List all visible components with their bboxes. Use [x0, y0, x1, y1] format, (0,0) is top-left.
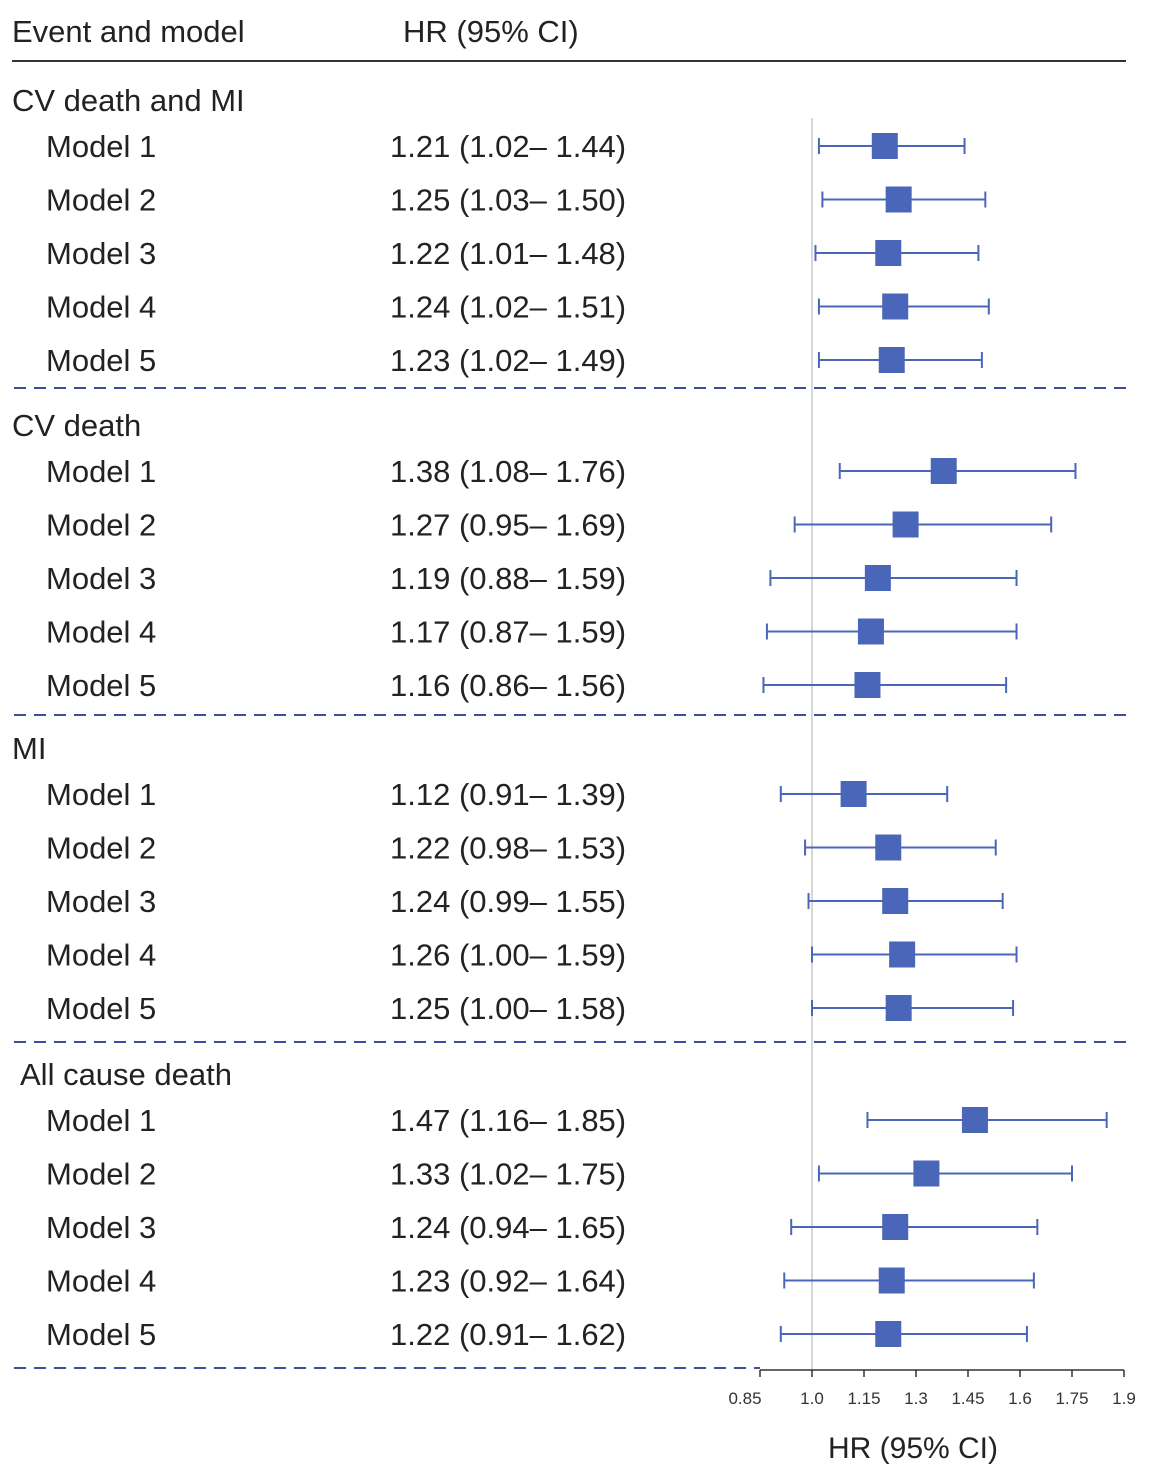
model-label: Model 2	[46, 1157, 156, 1192]
hr-point-marker	[875, 834, 902, 861]
model-label: Model 1	[46, 1103, 156, 1138]
hr-ci-text: 1.22 (0.91– 1.62)	[390, 1317, 626, 1352]
hr-point-marker	[882, 888, 909, 914]
hr-point-marker	[930, 458, 957, 484]
hr-ci-text: 1.23 (1.02– 1.49)	[390, 343, 626, 378]
hr-ci-text: 1.24 (0.99– 1.55)	[390, 884, 626, 919]
model-label: Model 3	[46, 236, 156, 271]
x-tick-label: 1.75	[1055, 1389, 1088, 1408]
hr-point-marker	[875, 240, 902, 266]
hr-ci-text: 1.33 (1.02– 1.75)	[390, 1157, 626, 1192]
model-label: Model 1	[46, 129, 156, 164]
group-label: All cause death	[20, 1057, 232, 1092]
hr-point-marker	[857, 618, 884, 645]
hr-ci-text: 1.23 (0.92– 1.64)	[390, 1264, 626, 1299]
model-label: Model 4	[46, 1264, 156, 1299]
hr-point-marker	[885, 186, 912, 213]
hr-point-marker	[878, 1267, 905, 1294]
model-label: Model 3	[46, 561, 156, 596]
model-label: Model 5	[46, 991, 156, 1026]
model-label: Model 4	[46, 290, 156, 325]
x-tick-label: 1.15	[847, 1389, 880, 1408]
model-label: Model 3	[46, 1210, 156, 1245]
hr-ci-text: 1.16 (0.86– 1.56)	[390, 668, 626, 703]
hr-ci-text: 1.12 (0.91– 1.39)	[390, 777, 626, 812]
hr-point-marker	[871, 133, 898, 159]
hr-ci-text: 1.38 (1.08– 1.76)	[390, 454, 626, 489]
x-tick-label: 1.45	[951, 1389, 984, 1408]
x-tick-label: 1.3	[904, 1389, 928, 1408]
hr-point-marker	[913, 1160, 940, 1187]
model-label: Model 4	[46, 615, 156, 650]
hr-point-marker	[889, 941, 916, 968]
hr-point-marker	[882, 293, 909, 320]
hr-point-marker	[885, 995, 912, 1021]
model-label: Model 4	[46, 938, 156, 973]
hr-column-header: HR (95% CI)	[403, 14, 579, 49]
x-tick-label: 1.0	[800, 1389, 824, 1408]
hr-point-marker	[854, 672, 881, 698]
hr-ci-text: 1.22 (1.01– 1.48)	[390, 236, 626, 271]
model-label: Model 1	[46, 454, 156, 489]
hr-point-marker	[878, 347, 905, 373]
model-label: Model 5	[46, 343, 156, 378]
x-axis-label: HR (95% CI)	[828, 1432, 998, 1465]
hr-ci-text: 1.27 (0.95– 1.69)	[390, 508, 626, 543]
hr-point-marker	[864, 565, 891, 591]
x-tick-label: 1.6	[1008, 1389, 1032, 1408]
hr-ci-text: 1.22 (0.98– 1.53)	[390, 831, 626, 866]
hr-ci-text: 1.25 (1.00– 1.58)	[390, 991, 626, 1026]
hr-ci-text: 1.25 (1.03– 1.50)	[390, 183, 626, 218]
model-label: Model 2	[46, 831, 156, 866]
model-label: Model 1	[46, 777, 156, 812]
hr-ci-text: 1.26 (1.00– 1.59)	[390, 938, 626, 973]
hr-ci-text: 1.24 (0.94– 1.65)	[390, 1210, 626, 1245]
model-label: Model 2	[46, 183, 156, 218]
hr-ci-text: 1.24 (1.02– 1.51)	[390, 290, 626, 325]
group-label: MI	[12, 731, 46, 766]
event-column-header: Event and model	[12, 14, 245, 49]
hr-ci-text: 1.47 (1.16– 1.85)	[390, 1103, 626, 1138]
hr-point-marker	[882, 1214, 909, 1240]
hr-point-marker	[875, 1321, 902, 1347]
model-label: Model 5	[46, 1317, 156, 1352]
x-tick-label: 1.9	[1112, 1389, 1136, 1408]
hr-point-marker	[840, 781, 867, 807]
model-label: Model 3	[46, 884, 156, 919]
hr-ci-text: 1.21 (1.02– 1.44)	[390, 129, 626, 164]
plot-layer: CV death and MI Model 1 1.21 (1.02– 1.44) M…	[12, 83, 1136, 1408]
x-tick-label: 0.85	[728, 1389, 761, 1408]
model-label: Model 2	[46, 508, 156, 543]
hr-point-marker	[892, 511, 919, 538]
group-label: CV death	[12, 408, 141, 443]
hr-point-marker	[961, 1107, 988, 1133]
model-label: Model 5	[46, 668, 156, 703]
hr-ci-text: 1.19 (0.88– 1.59)	[390, 561, 626, 596]
hr-ci-text: 1.17 (0.87– 1.59)	[390, 615, 626, 650]
group-label: CV death and MI	[12, 83, 245, 118]
